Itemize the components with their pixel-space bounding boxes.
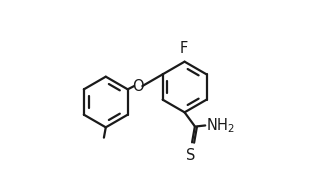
Text: F: F bbox=[180, 41, 188, 56]
Text: O: O bbox=[132, 79, 144, 94]
Text: S: S bbox=[186, 148, 196, 163]
Text: NH$_2$: NH$_2$ bbox=[206, 116, 235, 135]
